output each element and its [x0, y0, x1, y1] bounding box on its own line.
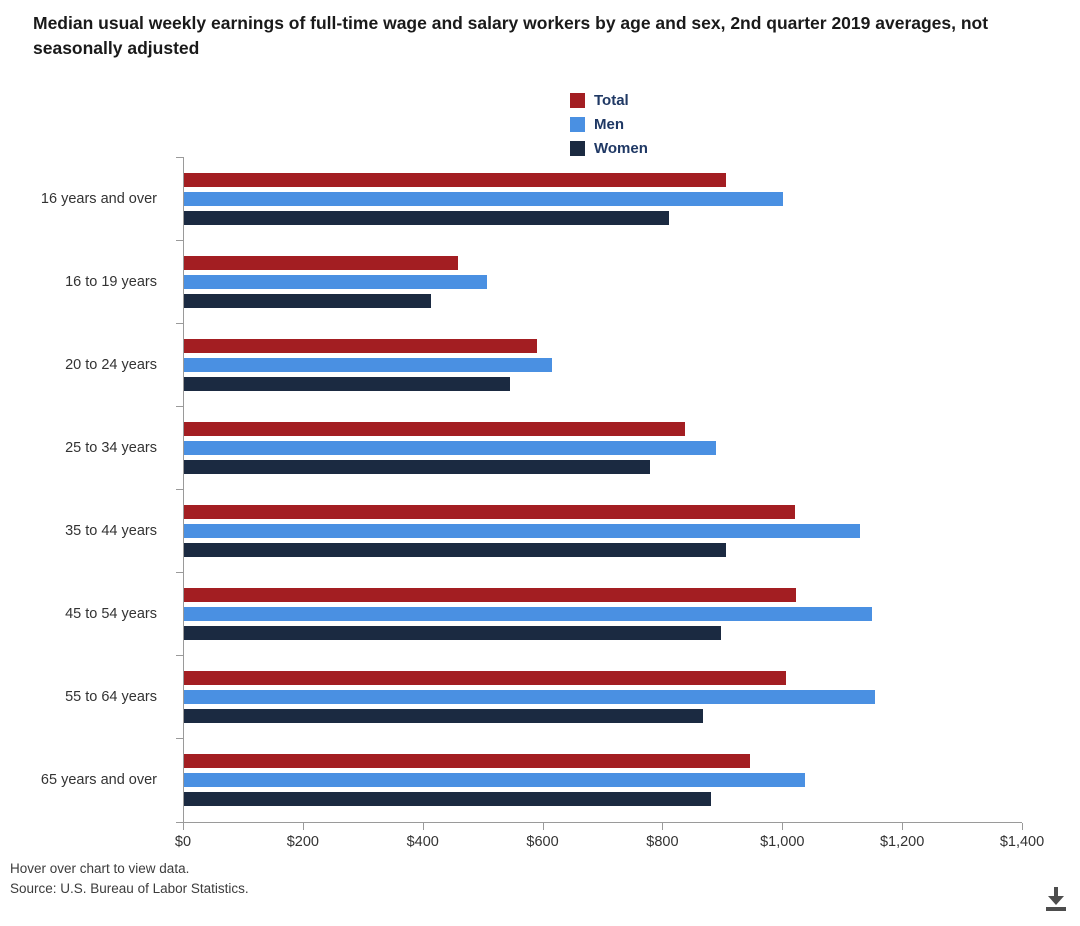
bar-women[interactable] [184, 376, 511, 391]
bar-group [184, 406, 1022, 489]
y-tick [176, 738, 184, 740]
x-tick [302, 823, 304, 830]
legend-label: Total [594, 92, 629, 109]
x-axis: $0 $200 $400 $600 $800 $1,000 $1,200 $1,400 [175, 823, 1044, 865]
bar-total[interactable] [184, 172, 726, 187]
y-tick [176, 322, 184, 324]
y-tick [176, 821, 184, 823]
x-tick [782, 823, 784, 830]
y-tick [176, 655, 184, 657]
x-tick-label: $800 [646, 834, 679, 850]
legend-item-women[interactable]: Women [570, 140, 648, 157]
bar-total[interactable] [184, 421, 685, 436]
x-tick [1022, 823, 1023, 830]
bar-group [184, 490, 1022, 573]
bar-women[interactable] [184, 210, 669, 225]
bar-total[interactable] [184, 754, 750, 769]
bar-total[interactable] [184, 588, 796, 603]
chart-title: Median usual weekly earnings of full-tim… [33, 13, 989, 59]
bar-men[interactable] [184, 524, 861, 539]
legend-swatch [570, 93, 585, 108]
category-label: 20 to 24 years [65, 356, 157, 373]
legend-swatch [570, 117, 585, 132]
bar-group [184, 157, 1022, 240]
bar-total[interactable] [184, 671, 786, 686]
hover-note: Hover over chart to view data. [10, 861, 190, 876]
legend-label: Men [594, 116, 624, 133]
bar-men[interactable] [184, 440, 717, 455]
category-label: 65 years and over [40, 772, 157, 789]
bar-men[interactable] [184, 773, 805, 788]
x-tick [902, 823, 904, 830]
category-label: 16 years and over [40, 190, 157, 207]
footer: Hover over chart to view data. Source: U… [10, 859, 249, 899]
bar-group [184, 656, 1022, 739]
legend-label: Women [594, 140, 648, 157]
bar-men[interactable] [184, 357, 553, 372]
bar-total[interactable] [184, 505, 795, 520]
bar-total[interactable] [184, 255, 458, 270]
bar-women[interactable] [184, 709, 703, 724]
x-tick-label: $600 [526, 834, 559, 850]
x-tick [662, 823, 664, 830]
y-tick [176, 239, 184, 241]
bar-group [184, 739, 1022, 822]
x-tick-label: $400 [406, 834, 439, 850]
y-tick [176, 489, 184, 490]
plot-area [183, 157, 1022, 823]
bar-women[interactable] [184, 293, 431, 308]
download-icon[interactable] [1040, 884, 1072, 914]
y-tick [176, 572, 184, 574]
bar-group [184, 240, 1022, 323]
source-note: Source: U.S. Bureau of Labor Statistics. [10, 881, 249, 896]
category-label: 16 to 19 years [65, 273, 157, 290]
category-label: 25 to 34 years [65, 439, 157, 456]
legend-swatch [570, 141, 585, 156]
x-tick [183, 823, 184, 830]
x-tick-label: $0 [174, 834, 192, 850]
bar-women[interactable] [184, 626, 721, 641]
bar-men[interactable] [184, 607, 873, 622]
category-label: 35 to 44 years [65, 523, 157, 540]
bar-men[interactable] [184, 690, 876, 705]
y-axis-ticks [176, 156, 184, 823]
legend-item-men[interactable]: Men [570, 116, 648, 133]
category-label: 45 to 54 years [65, 606, 157, 623]
bar-women[interactable] [184, 459, 650, 474]
download-icon-glyph [1046, 887, 1066, 911]
bar-women[interactable] [184, 792, 711, 807]
bar-group [184, 573, 1022, 656]
bar-group [184, 323, 1022, 406]
x-tick-label: $200 [286, 834, 319, 850]
x-tick-label: $1,400 [999, 834, 1045, 850]
bar-total[interactable] [184, 338, 537, 353]
y-axis-labels: 16 years and over 16 to 19 years 20 to 24 … [0, 157, 170, 822]
y-tick [176, 156, 184, 158]
y-tick [176, 405, 184, 407]
legend: Total Men Women [570, 92, 648, 157]
bar-men[interactable] [184, 274, 488, 289]
x-tick-label: $1,000 [760, 834, 805, 850]
legend-item-total[interactable]: Total [570, 92, 648, 109]
x-tick [542, 823, 544, 830]
category-label: 55 to 64 years [65, 689, 157, 706]
x-tick [422, 823, 424, 830]
bar-men[interactable] [184, 191, 783, 206]
bar-women[interactable] [184, 543, 726, 558]
x-tick-label: $1,200 [879, 834, 925, 850]
